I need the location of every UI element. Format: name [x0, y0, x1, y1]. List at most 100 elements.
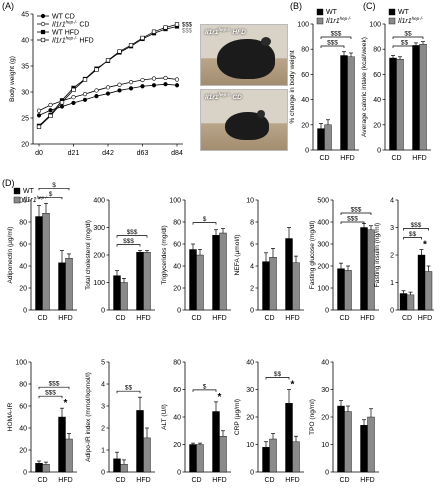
y-tick-label: 20 — [19, 286, 27, 293]
data-point — [174, 22, 180, 27]
bar — [35, 216, 43, 311]
data-point — [82, 91, 88, 97]
y-tick-label: 100 — [317, 286, 329, 293]
y-tick-label: 0 — [250, 470, 254, 477]
significance-label: $$$ — [331, 31, 342, 38]
bar — [212, 411, 220, 473]
y-tick-label: 2 — [250, 286, 254, 293]
legend-marker — [40, 29, 46, 35]
data-point — [151, 29, 157, 34]
significance-bracket — [392, 45, 417, 48]
y-tick-label: 0 — [101, 308, 105, 315]
x-tick-label: CD — [402, 315, 412, 322]
legend-swatch — [13, 187, 21, 195]
y-tick-label: 0 — [250, 308, 254, 315]
data-point — [48, 113, 53, 119]
legend-swatch — [388, 17, 396, 25]
significance-label: $$ — [409, 231, 417, 238]
chart-a: 20 25 30 35 40 45 Body weight (g) d0 d21 d42 d63 d8… — [9, 12, 193, 158]
data-point — [82, 77, 88, 82]
x-tick-label: CD — [115, 315, 125, 322]
significance-bracket — [38, 187, 70, 191]
legend-label-sup: hep-/- — [340, 16, 352, 21]
y-axis-label: Adipo-IR index (mmol/lxpmol/l) — [85, 372, 92, 462]
x-tick-label: d21 — [68, 150, 80, 157]
x-tick-label: d42 — [102, 150, 114, 157]
bar — [337, 405, 345, 473]
legend-label-sup: hep-/- — [37, 195, 49, 200]
x-tick-label: CD — [264, 315, 274, 322]
y-tick-label: 20 — [321, 415, 329, 422]
y-tick-label: 20 — [373, 122, 381, 129]
legend-label: Il1r1hep-/- CD — [52, 20, 89, 29]
y-tick-label: 40 — [301, 97, 309, 104]
bar — [417, 254, 426, 311]
y-tick-label: 40 — [19, 264, 27, 271]
data-point — [71, 87, 76, 93]
y-axis-label: ALT (U/l) — [161, 404, 168, 430]
y-tick-label: 20 — [173, 442, 181, 449]
x-tick-label: CD — [37, 477, 47, 484]
significance-star: * — [64, 398, 68, 409]
significance-bracket — [192, 389, 217, 392]
legend-label-suffix: CD — [77, 22, 89, 29]
bar — [317, 128, 325, 151]
data-point — [163, 75, 168, 81]
y-tick-label: 20 — [301, 122, 309, 129]
y-tick-label: 5 — [101, 360, 105, 367]
bar — [120, 464, 128, 473]
y-axis-label: Fasting insulin (ng/ml) — [374, 223, 381, 288]
significance-bracket — [403, 228, 429, 231]
y-tick-label: 100 — [93, 280, 105, 287]
data-point — [128, 86, 134, 91]
significance-label: $$$ — [45, 390, 56, 397]
significance-label: $$$ — [347, 216, 358, 223]
bar — [340, 55, 348, 151]
data-point — [71, 100, 76, 106]
y-tick-label: 0 — [23, 470, 27, 477]
legend-marker — [40, 13, 46, 19]
x-tick-label: d63 — [137, 150, 149, 157]
y-tick-label: 20 — [19, 448, 27, 455]
y-tick-label: 40 — [19, 426, 27, 433]
y-tick-label: 0 — [101, 470, 105, 477]
legend-label: Il1r1hep-/- — [398, 16, 424, 25]
x-tick-label: HFD — [360, 477, 374, 484]
y-axis-label: Adiponectin (µg/ml) — [7, 227, 14, 284]
y-axis-label: Body weight (g) — [9, 56, 16, 102]
photo-title-cd: Il1r1hep-/- CD — [205, 92, 242, 102]
y-tick-label: 25 — [21, 116, 29, 123]
legend-label: Il1r1hep-/- — [326, 16, 352, 25]
bar — [136, 252, 144, 311]
x-tick-label: HFD — [412, 155, 426, 162]
legend-swatch — [316, 8, 324, 16]
annotation-label: $$$ — [182, 22, 193, 28]
bar — [113, 458, 121, 473]
y-tick-label: 300 — [317, 242, 329, 249]
significance-label: $$$ — [411, 222, 422, 229]
significance-bracket — [116, 390, 141, 394]
panel-letter-d: (D) — [2, 178, 15, 188]
data-point — [36, 124, 42, 129]
significance-star: * — [291, 380, 295, 391]
y-tick-label: 0 — [377, 148, 381, 155]
bar — [42, 464, 50, 473]
chart-b: 0 20 40 60 80 100 % change in body weight CD HFD… — [289, 8, 359, 162]
data-point — [117, 82, 122, 87]
x-tick-label: HFD — [136, 315, 150, 322]
data-point — [140, 35, 145, 41]
y-tick-label: 80 — [173, 220, 181, 227]
legend-label: WT HFD — [52, 30, 79, 37]
y-tick-label: 80 — [373, 47, 381, 54]
chart-d2: 0 100 200 300 400 Total cholesterol (mg/dl) CD… — [85, 198, 155, 322]
y-tick-label: 60 — [173, 387, 181, 394]
bar — [189, 444, 197, 473]
data-point — [105, 91, 111, 96]
legend-swatch — [316, 17, 324, 25]
x-tick-label: CD — [37, 315, 47, 322]
y-tick-label: 0 — [305, 148, 309, 155]
x-tick-label: HFD — [418, 315, 432, 322]
mouse-ear — [257, 110, 265, 118]
data-point — [117, 49, 122, 54]
y-tick-label: 20 — [21, 142, 29, 149]
